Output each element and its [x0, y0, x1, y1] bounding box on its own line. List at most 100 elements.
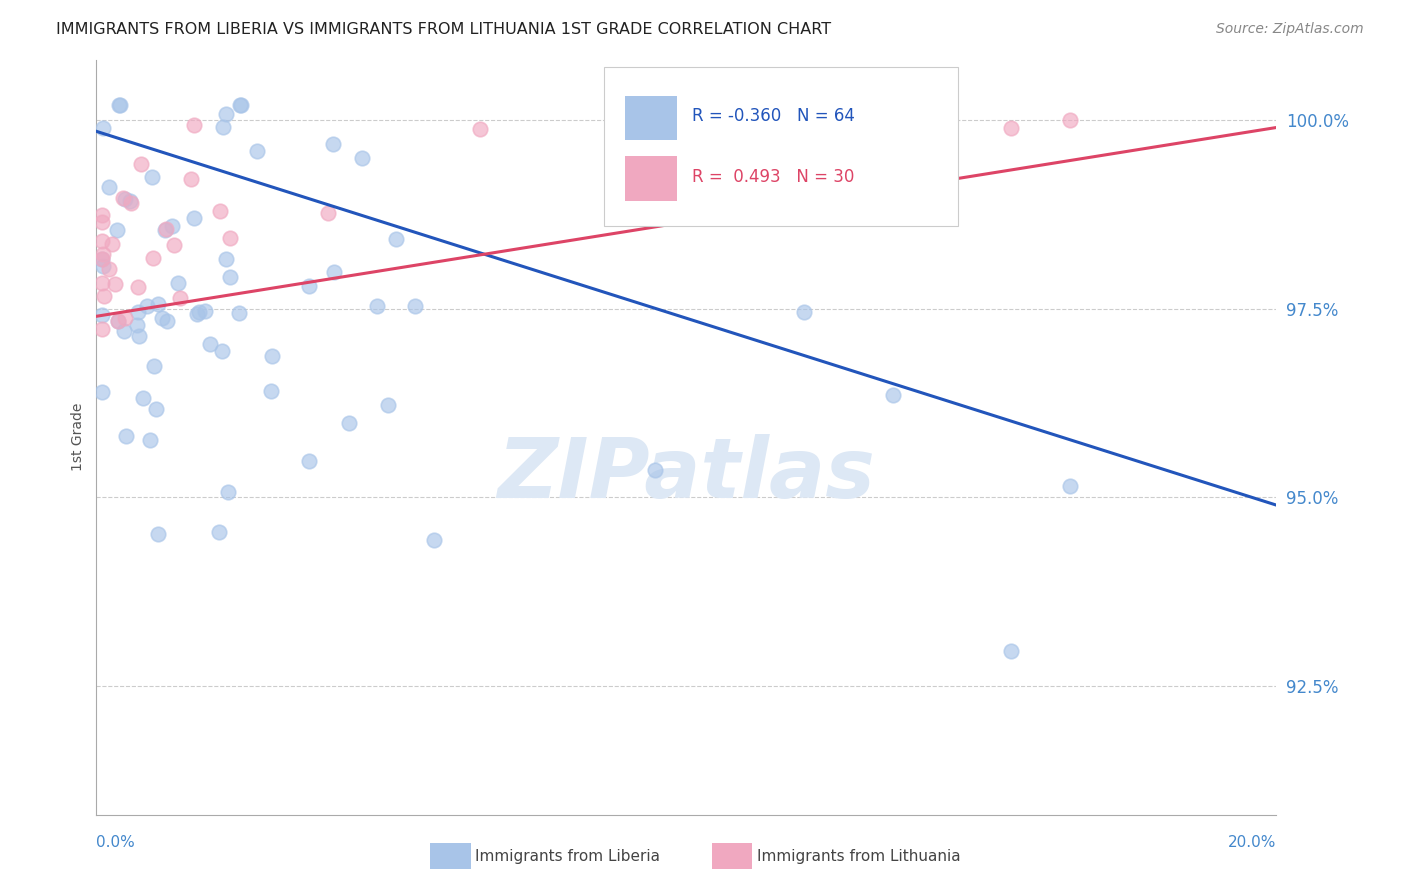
Point — [1000, 644, 1022, 658]
Point — [98, 261, 121, 276]
Point — [114, 192, 136, 206]
Point — [93, 289, 115, 303]
Point — [155, 222, 177, 236]
Y-axis label: 1st Grade: 1st Grade — [72, 403, 86, 471]
Point — [385, 231, 408, 245]
Text: Immigrants from Liberia: Immigrants from Liberia — [475, 849, 661, 863]
Point — [322, 136, 344, 151]
Point — [169, 291, 191, 305]
Point — [125, 318, 148, 332]
Point — [115, 429, 138, 443]
Point — [183, 211, 205, 225]
Point — [246, 145, 269, 159]
Point — [219, 270, 242, 285]
Point — [211, 343, 233, 358]
Point — [260, 384, 283, 399]
Point — [108, 98, 131, 112]
Point — [114, 310, 136, 325]
Point — [91, 322, 114, 336]
Point — [644, 463, 666, 477]
Point — [136, 300, 159, 314]
Point — [127, 305, 149, 319]
Text: ZIPatlas: ZIPatlas — [498, 434, 875, 516]
Point — [128, 329, 150, 343]
Point — [91, 308, 114, 322]
Point — [188, 304, 211, 318]
Point — [112, 324, 135, 338]
Point — [104, 277, 127, 291]
Point — [91, 276, 114, 290]
Point — [91, 234, 114, 248]
Point — [91, 208, 114, 222]
FancyBboxPatch shape — [624, 156, 676, 201]
Point — [882, 388, 904, 402]
Text: Source: ZipAtlas.com: Source: ZipAtlas.com — [1216, 22, 1364, 37]
Point — [141, 170, 163, 185]
Point — [156, 314, 179, 328]
Point — [316, 206, 339, 220]
Point — [260, 349, 283, 363]
Point — [166, 276, 188, 290]
Point — [215, 252, 238, 266]
Point — [298, 454, 321, 468]
Point — [91, 384, 114, 399]
FancyBboxPatch shape — [624, 95, 676, 140]
Text: 0.0%: 0.0% — [97, 836, 135, 850]
Point — [107, 314, 129, 328]
Point — [228, 306, 250, 320]
Point — [160, 219, 183, 233]
Text: IMMIGRANTS FROM LIBERIA VS IMMIGRANTS FROM LITHUANIA 1ST GRADE CORRELATION CHART: IMMIGRANTS FROM LIBERIA VS IMMIGRANTS FR… — [56, 22, 831, 37]
Point — [350, 151, 373, 165]
FancyBboxPatch shape — [603, 67, 957, 226]
Point — [423, 533, 446, 547]
Point — [132, 391, 155, 405]
Text: 20.0%: 20.0% — [1227, 836, 1277, 850]
Point — [108, 98, 131, 112]
Point — [129, 157, 152, 171]
Text: Immigrants from Lithuania: Immigrants from Lithuania — [756, 849, 960, 863]
Point — [468, 122, 491, 136]
Point — [146, 297, 169, 311]
Point — [146, 526, 169, 541]
Point — [297, 278, 319, 293]
Point — [211, 120, 233, 134]
Point — [322, 265, 344, 279]
Point — [91, 252, 114, 266]
Point — [150, 310, 173, 325]
Point — [101, 237, 124, 252]
Point — [142, 251, 165, 265]
Point — [180, 172, 202, 186]
Point — [218, 231, 240, 245]
Point — [215, 107, 238, 121]
Point — [91, 252, 114, 266]
Point — [98, 180, 121, 194]
Text: R =  0.493   N = 30: R = 0.493 N = 30 — [692, 168, 855, 186]
Point — [183, 118, 205, 132]
Point — [366, 299, 388, 313]
Point — [91, 215, 114, 229]
Point — [404, 299, 426, 313]
Text: R = -0.360   N = 64: R = -0.360 N = 64 — [692, 107, 855, 125]
Point — [105, 222, 128, 236]
Point — [120, 196, 142, 211]
Point — [793, 305, 815, 319]
Point — [138, 433, 160, 447]
Point — [153, 223, 176, 237]
Point — [1059, 113, 1081, 128]
Point — [91, 120, 114, 135]
Point — [186, 307, 208, 321]
Point — [163, 238, 186, 252]
Point — [231, 98, 253, 112]
Point — [194, 303, 217, 318]
Point — [1059, 478, 1081, 492]
Point — [145, 401, 167, 416]
Point — [377, 398, 399, 412]
Point — [217, 484, 239, 499]
Point — [127, 280, 149, 294]
Point — [229, 98, 252, 112]
Point — [118, 194, 141, 208]
Point — [93, 260, 115, 274]
Point — [337, 416, 360, 430]
Point — [91, 247, 114, 261]
Point — [111, 191, 134, 205]
